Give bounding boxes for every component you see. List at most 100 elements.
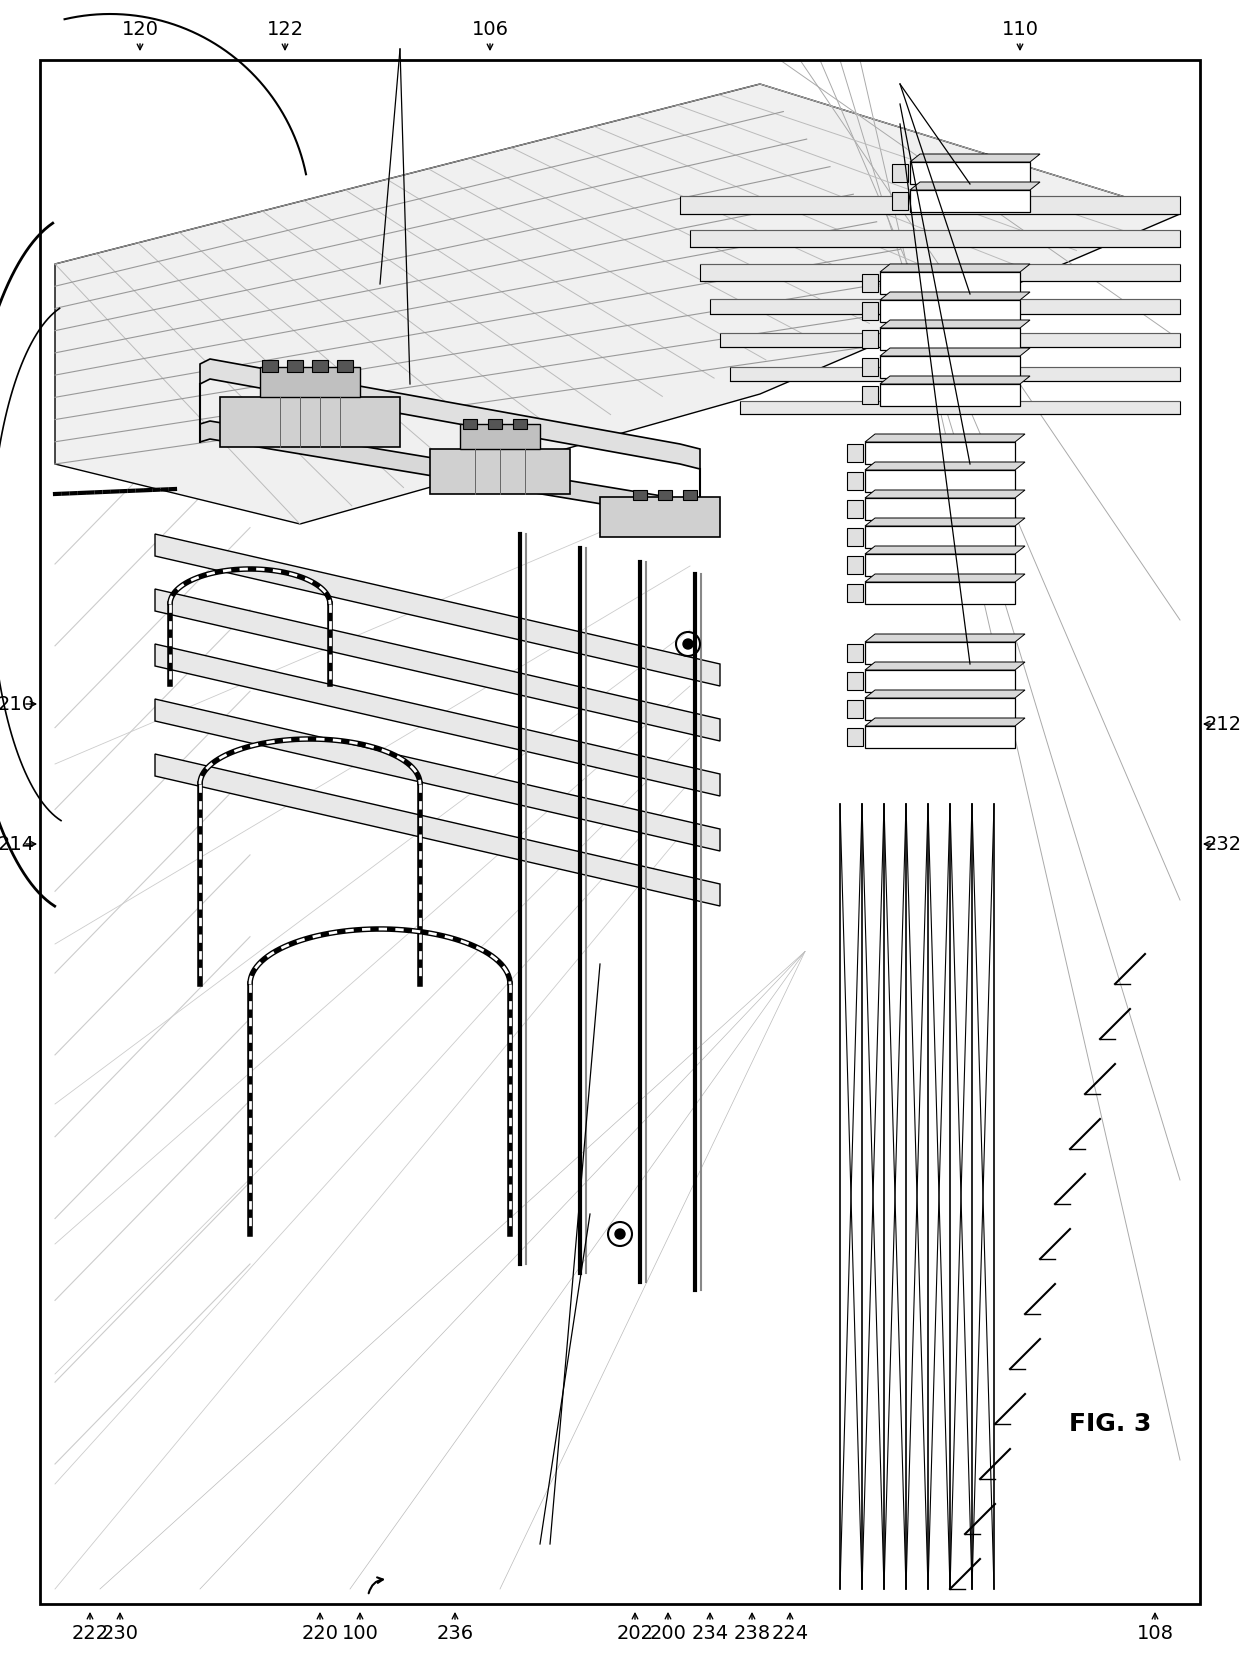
Text: 238: 238: [733, 1624, 770, 1642]
Bar: [862, 358, 878, 376]
Text: 210: 210: [0, 694, 35, 714]
Bar: [866, 642, 1016, 664]
Text: 232: 232: [1205, 835, 1240, 854]
Text: 202: 202: [616, 1624, 653, 1642]
Circle shape: [615, 1230, 625, 1240]
Bar: [847, 556, 863, 574]
Bar: [740, 401, 1180, 414]
Text: 100: 100: [341, 1624, 378, 1642]
Polygon shape: [880, 376, 1030, 384]
Bar: [910, 190, 1030, 211]
Bar: [513, 419, 527, 429]
Polygon shape: [866, 546, 1025, 554]
Bar: [632, 489, 647, 499]
Bar: [862, 329, 878, 348]
Bar: [658, 489, 672, 499]
Text: 230: 230: [102, 1624, 139, 1642]
Bar: [866, 697, 1016, 721]
Polygon shape: [200, 359, 701, 469]
Polygon shape: [155, 644, 720, 795]
Bar: [689, 230, 1180, 248]
Bar: [720, 333, 1180, 348]
Bar: [286, 359, 303, 373]
Polygon shape: [155, 589, 720, 740]
Polygon shape: [880, 319, 1030, 328]
Bar: [866, 726, 1016, 749]
Text: 214: 214: [0, 835, 35, 854]
Bar: [862, 275, 878, 291]
Text: 212: 212: [1205, 714, 1240, 734]
Bar: [463, 419, 477, 429]
Bar: [489, 419, 502, 429]
Bar: [862, 301, 878, 319]
Text: 224: 224: [771, 1624, 808, 1642]
Polygon shape: [155, 534, 720, 686]
Polygon shape: [55, 83, 1180, 524]
Bar: [866, 498, 1016, 519]
Bar: [847, 644, 863, 662]
Polygon shape: [866, 489, 1025, 498]
Bar: [847, 729, 863, 745]
Bar: [730, 366, 1180, 381]
Bar: [892, 191, 908, 210]
Bar: [847, 584, 863, 602]
Bar: [880, 300, 1021, 323]
Bar: [430, 449, 570, 494]
Bar: [847, 527, 863, 546]
Bar: [862, 386, 878, 404]
Polygon shape: [155, 699, 720, 850]
Polygon shape: [155, 754, 720, 905]
Bar: [880, 328, 1021, 349]
Text: 120: 120: [122, 20, 159, 38]
Bar: [460, 424, 539, 449]
Text: 222: 222: [72, 1624, 109, 1642]
Bar: [847, 473, 863, 489]
Polygon shape: [880, 291, 1030, 300]
Bar: [892, 165, 908, 181]
Bar: [880, 384, 1021, 406]
Bar: [847, 499, 863, 518]
Bar: [219, 398, 401, 448]
Bar: [866, 671, 1016, 692]
Polygon shape: [880, 348, 1030, 356]
Bar: [701, 265, 1180, 281]
Bar: [847, 701, 863, 717]
Polygon shape: [866, 434, 1025, 443]
Text: 220: 220: [301, 1624, 339, 1642]
Bar: [847, 672, 863, 691]
Bar: [866, 526, 1016, 547]
Bar: [312, 359, 329, 373]
Bar: [910, 161, 1030, 185]
Bar: [866, 443, 1016, 464]
Bar: [711, 298, 1180, 314]
Text: 236: 236: [436, 1624, 474, 1642]
Text: 110: 110: [1002, 20, 1039, 38]
Polygon shape: [866, 634, 1025, 642]
Text: 106: 106: [471, 20, 508, 38]
Text: 200: 200: [650, 1624, 687, 1642]
Polygon shape: [866, 463, 1025, 469]
Bar: [866, 582, 1016, 604]
Bar: [600, 498, 720, 537]
Polygon shape: [910, 181, 1040, 190]
Text: 234: 234: [692, 1624, 729, 1642]
Polygon shape: [866, 518, 1025, 526]
Bar: [847, 444, 863, 463]
Bar: [880, 271, 1021, 295]
Polygon shape: [866, 574, 1025, 582]
Polygon shape: [200, 421, 701, 522]
Bar: [683, 489, 697, 499]
Polygon shape: [866, 662, 1025, 671]
Polygon shape: [910, 155, 1040, 161]
Text: FIG. 3: FIG. 3: [1069, 1413, 1151, 1436]
Bar: [680, 196, 1180, 215]
Polygon shape: [880, 265, 1030, 271]
Bar: [866, 554, 1016, 576]
Text: 108: 108: [1137, 1624, 1173, 1642]
Circle shape: [683, 639, 693, 649]
Bar: [866, 469, 1016, 493]
Bar: [260, 368, 360, 398]
Bar: [262, 359, 278, 373]
Text: 122: 122: [267, 20, 304, 38]
Bar: [337, 359, 353, 373]
